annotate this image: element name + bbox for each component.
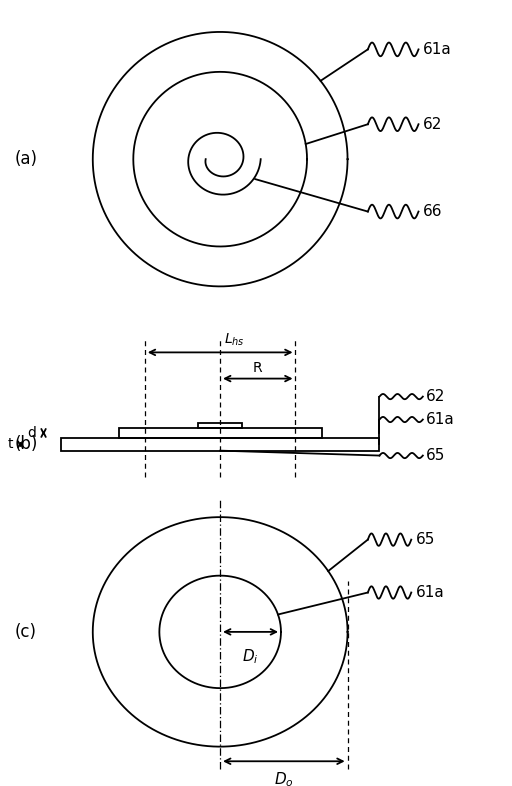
Text: 62: 62 <box>423 117 442 132</box>
Bar <box>61 438 379 450</box>
Bar <box>199 423 242 428</box>
Text: 62: 62 <box>426 389 445 404</box>
Text: t: t <box>8 438 13 451</box>
Text: 65: 65 <box>426 448 445 463</box>
Text: R: R <box>253 361 263 375</box>
Text: $D_o$: $D_o$ <box>274 770 294 786</box>
Text: $L_{hs}$: $L_{hs}$ <box>224 332 245 348</box>
Text: 61a: 61a <box>426 412 455 427</box>
Text: (b): (b) <box>14 435 38 454</box>
Text: 66: 66 <box>423 204 442 219</box>
Text: 65: 65 <box>416 532 435 547</box>
Text: d: d <box>28 426 36 440</box>
Text: $D_i$: $D_i$ <box>242 648 259 667</box>
Text: (a): (a) <box>14 150 37 168</box>
Text: 61a: 61a <box>416 585 444 600</box>
Bar <box>119 428 322 438</box>
Text: (c): (c) <box>14 623 36 641</box>
Text: 61a: 61a <box>423 42 452 57</box>
